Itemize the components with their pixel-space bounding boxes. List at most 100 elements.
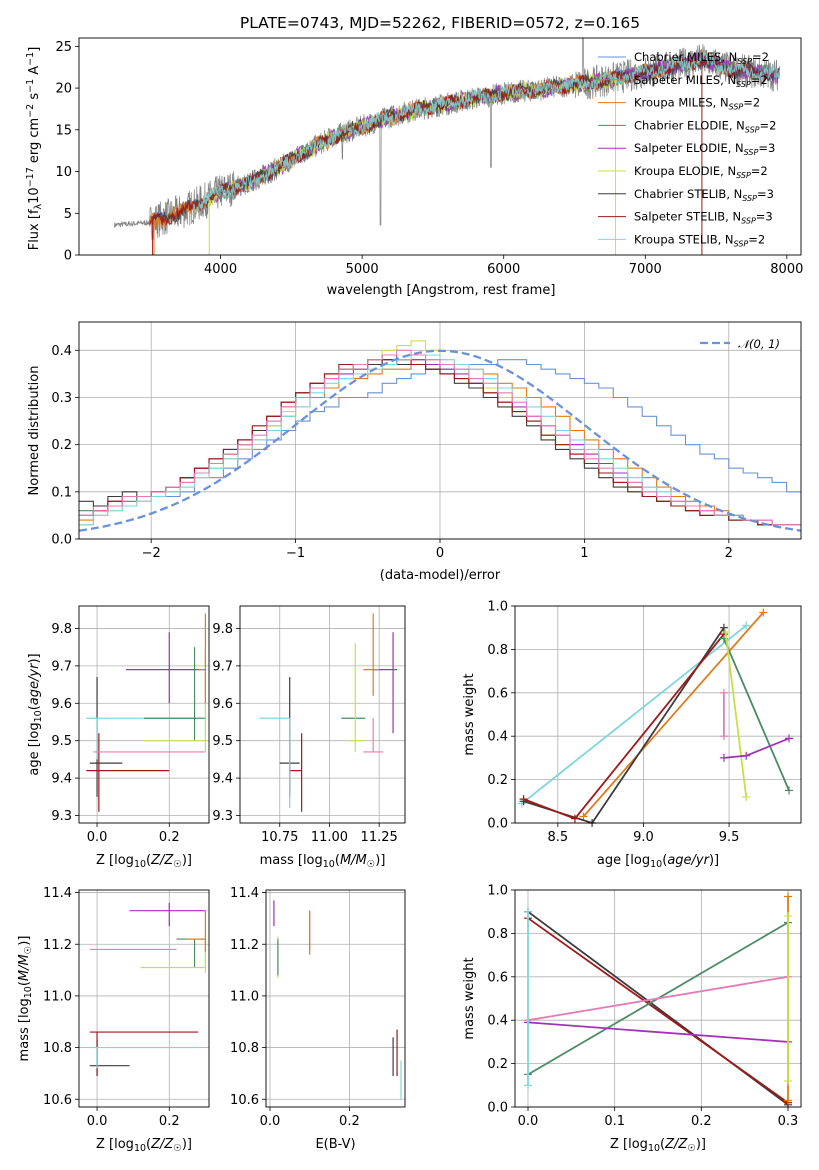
y-tick-label: 9.4 — [212, 772, 233, 787]
residual-histogram-panel: −2 −1 0 1 2 0.0 0.1 0.2 0.3 0.4 𝒩(0, 1) (data-model… — [27, 321, 802, 583]
x-tick-label: 9.0 — [633, 830, 654, 845]
y-tick-label: 0.6 — [487, 970, 508, 985]
y-tick-label: 9.5 — [212, 734, 233, 749]
y-tick-label: 0.6 — [487, 686, 508, 701]
figure-title: PLATE=0743, MJD=52262, FIBERID=0572, z=0… — [240, 14, 640, 32]
weight-marker — [784, 912, 792, 921]
weight-series-line — [723, 737, 790, 759]
mass-vs-extinction-panel: 0.0 0.2 10.6 10.8 11.0 11.2 11.4 E(B-V) — [230, 886, 406, 1152]
x-tick-label: 5000 — [346, 262, 379, 277]
x-axis-label: age [log10(age/yr)] — [597, 853, 719, 870]
x-tick-label: 0.2 — [159, 830, 180, 845]
y-tick-label: 0.8 — [487, 643, 508, 658]
histogram-step-line — [79, 359, 801, 526]
y-axis-label: Normed distribution — [27, 366, 42, 496]
y-tick-label: 20 — [55, 82, 72, 97]
axes-frame — [265, 889, 406, 1108]
model-spectrum-line — [205, 72, 618, 208]
weight-marker — [742, 751, 751, 760]
y-tick-label: 9.6 — [51, 697, 72, 712]
x-tick-label: 8000 — [770, 262, 803, 277]
y-axis-label: mass weight — [462, 673, 477, 755]
legend-entry: Salpeter ELODIE, NSSP=3 — [634, 141, 775, 157]
legend-entry: Chabrier STELIB, NSSP=3 — [634, 187, 774, 203]
axes-frame — [78, 889, 210, 1108]
legend-entry: Salpeter MILES, NSSP=2 — [634, 73, 768, 89]
y-tick-label: 11.4 — [230, 886, 259, 901]
weight-series-line — [523, 633, 725, 820]
x-axis-label: (data-model)/error — [380, 568, 501, 583]
y-tick-label: 0.0 — [487, 1101, 508, 1116]
y-tick-label: 0.4 — [51, 344, 72, 359]
x-axis-label: Z [log10(Z/Z☉)] — [610, 1137, 706, 1154]
histogram-step-line — [79, 349, 801, 526]
x-tick-label: 0.0 — [87, 1114, 108, 1129]
weight-series-line — [724, 631, 748, 798]
y-tick-label: 11.0 — [230, 989, 259, 1004]
y-tick-label: 11.0 — [43, 989, 72, 1004]
weight-marker — [785, 786, 794, 795]
y-axis-label: Flux [fλ10−17 erg cm−2 s−1 A−1] — [25, 47, 44, 251]
x-tick-label: 6000 — [487, 262, 520, 277]
weight-series-line — [527, 975, 789, 1022]
axes-frame — [78, 321, 802, 540]
y-tick-label: 9.7 — [212, 659, 233, 674]
weight-vs-age-panel: 8.5 9.0 9.5 0.0 0.2 0.4 0.6 0.8 1.0 age [log10(ag… — [462, 600, 802, 870]
y-tick-label: 0.0 — [487, 817, 508, 832]
weight-marker — [579, 812, 588, 821]
y-tick-label: 11.2 — [43, 938, 72, 953]
legend-entry: Kroupa MILES, NSSP=2 — [634, 96, 760, 112]
y-tick-label: 5 — [64, 207, 72, 222]
weight-marker — [719, 753, 728, 762]
y-tick-label: 1.0 — [487, 600, 508, 615]
y-tick-label: 10.6 — [43, 1093, 72, 1108]
y-axis-label: age [log10(age/yr)] — [27, 653, 44, 775]
y-axis-label: mass [log10(M/M☉)] — [17, 936, 34, 1062]
y-tick-label: 9.3 — [51, 809, 72, 824]
x-tick-label: 1 — [580, 546, 588, 561]
x-tick-label: 0.0 — [260, 1114, 281, 1129]
weight-marker — [784, 1076, 792, 1085]
x-tick-label: −2 — [142, 546, 161, 561]
x-tick-label: 11.00 — [311, 830, 348, 845]
weight-marker — [742, 621, 751, 630]
x-tick-label: 9.5 — [719, 830, 740, 845]
y-tick-label: 0.2 — [487, 1057, 508, 1072]
weight-marker — [759, 608, 768, 617]
weight-marker — [719, 732, 728, 741]
y-tick-label: 0.4 — [487, 730, 508, 745]
legend-entry: Chabrier ELODIE, NSSP=2 — [634, 118, 776, 134]
x-axis-label: E(B-V) — [315, 1137, 355, 1152]
y-tick-label: 10 — [55, 165, 72, 180]
y-tick-label: 9.6 — [212, 697, 233, 712]
x-tick-label: 4000 — [204, 262, 237, 277]
y-tick-label: 0 — [64, 249, 72, 264]
x-tick-label: 10.75 — [261, 830, 298, 845]
weight-series-line — [521, 624, 747, 805]
y-tick-label: 9.8 — [212, 622, 233, 637]
weight-series-line — [523, 627, 725, 825]
y-tick-label: 10.8 — [230, 1041, 259, 1056]
axes-frame — [514, 889, 802, 1108]
weight-marker — [719, 688, 728, 697]
legend-entry: Salpeter STELIB, NSSP=3 — [634, 210, 773, 226]
age-vs-metallicity-panel: 0.0 0.2 9.3 9.4 9.5 9.6 9.7 9.8 Z [log10(Z/Z☉)] a… — [27, 605, 210, 870]
y-tick-label: 15 — [55, 123, 72, 138]
x-axis-label: wavelength [Angstrom, rest frame] — [327, 283, 556, 298]
weight-marker — [570, 814, 579, 823]
y-tick-label: 0.2 — [487, 773, 508, 788]
legend-entry: Kroupa ELODIE, NSSP=2 — [634, 164, 768, 180]
weight-marker — [524, 907, 532, 916]
weight-marker — [785, 734, 794, 743]
y-tick-label: 0.4 — [487, 1014, 508, 1029]
normal-curve-line — [78, 349, 802, 532]
y-tick-label: 0.0 — [51, 533, 72, 548]
y-tick-label: 9.4 — [51, 772, 72, 787]
weight-marker — [721, 628, 730, 637]
legend-entry: 𝒩(0, 1) — [738, 337, 780, 351]
y-tick-label: 0.2 — [51, 438, 72, 453]
x-tick-label: 0.2 — [691, 1114, 712, 1129]
x-tick-label: 0.1 — [604, 1114, 625, 1129]
y-tick-label: 9.7 — [51, 659, 72, 674]
y-tick-label: 10.8 — [43, 1041, 72, 1056]
